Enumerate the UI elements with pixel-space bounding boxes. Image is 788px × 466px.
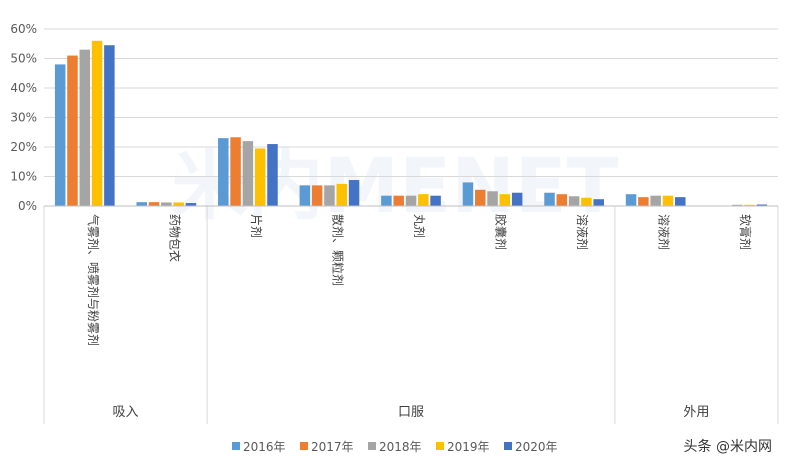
bar — [625, 194, 637, 206]
x-category-label: 片剂 — [249, 214, 264, 238]
bar — [568, 196, 580, 206]
bar — [675, 197, 686, 206]
bar — [381, 195, 392, 206]
bar — [267, 144, 278, 206]
y-tick-label: 50% — [10, 52, 37, 66]
legend-swatch — [300, 442, 308, 450]
legend-swatch — [504, 442, 512, 450]
bar — [348, 180, 360, 206]
bars — [54, 40, 768, 207]
bar — [336, 183, 347, 206]
bar — [311, 185, 323, 206]
legend-swatch — [436, 442, 444, 450]
bar — [185, 203, 197, 206]
bar — [79, 49, 91, 207]
legend-label: 2019年 — [447, 440, 490, 454]
x-group-label: 吸入 — [113, 405, 139, 420]
bar — [242, 141, 254, 206]
y-tick-label: 40% — [10, 81, 37, 95]
x-category-label: 气雾剂、喷雾剂与粉雾剂 — [86, 214, 101, 346]
bar — [662, 195, 674, 206]
bar — [499, 194, 511, 206]
bar — [104, 45, 115, 206]
bar — [324, 185, 335, 206]
bar — [91, 40, 103, 206]
bar — [54, 64, 66, 207]
legend-label: 2018年 — [379, 440, 422, 454]
x-category-label: 胶囊剂 — [494, 214, 509, 250]
y-tick-label: 20% — [10, 140, 37, 154]
bar — [650, 195, 661, 206]
bar — [230, 137, 241, 206]
y-axis: 0% 10% 20% 30% 40% 50% 60% — [10, 22, 37, 213]
y-tick-label: 60% — [10, 22, 37, 36]
x-category-label: 软膏剂 — [738, 214, 753, 250]
bar — [299, 185, 311, 206]
bar — [556, 194, 568, 206]
bar — [462, 182, 474, 206]
bar — [254, 148, 266, 206]
bar — [475, 189, 486, 206]
bar — [218, 138, 229, 206]
bar — [638, 197, 649, 206]
y-tick-label: 0% — [18, 199, 37, 213]
bar — [511, 192, 523, 206]
bar — [405, 195, 417, 206]
bar — [418, 194, 429, 206]
bar — [731, 204, 743, 206]
bar — [67, 55, 78, 206]
legend-swatch — [368, 442, 376, 450]
x-category-label: 溶液剂 — [657, 214, 672, 250]
x-category-label: 丸剂 — [412, 214, 427, 238]
legend-label: 2017年 — [311, 440, 354, 454]
bar — [393, 195, 404, 206]
bar — [430, 195, 441, 206]
bar — [148, 202, 160, 206]
legend: 2016年 2017年 2018年 2019年 2020年 — [232, 440, 558, 454]
legend-swatch — [232, 442, 240, 450]
bar — [544, 192, 555, 206]
bar — [136, 202, 147, 206]
x-group-label: 外用 — [683, 405, 709, 420]
bar — [593, 199, 604, 206]
x-group-label: 口服 — [398, 405, 424, 420]
legend-label: 2016年 — [243, 440, 286, 454]
y-tick-label: 30% — [10, 111, 37, 125]
y-tick-label: 10% — [10, 170, 37, 184]
bar — [756, 204, 768, 206]
x-category-label: 药物包衣 — [167, 214, 182, 262]
x-category-label: 溶液剂 — [575, 214, 590, 250]
legend-label: 2020年 — [515, 440, 558, 454]
bar — [487, 191, 498, 206]
bar — [581, 197, 592, 206]
x-category-label: 散剂、颗粒剂 — [330, 214, 345, 286]
source-credit: 头条 @米内网 — [683, 439, 772, 455]
bar — [744, 204, 755, 206]
bar — [161, 202, 172, 206]
bar — [173, 202, 184, 206]
